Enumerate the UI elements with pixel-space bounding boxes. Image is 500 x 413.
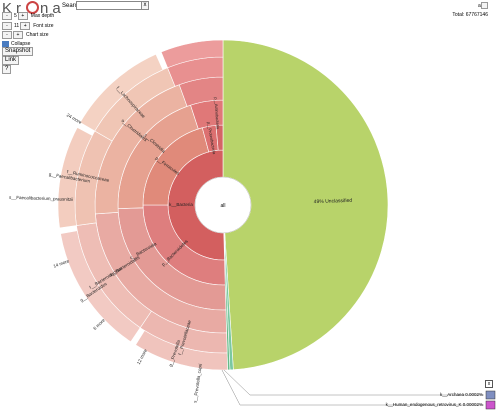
f-prausnitzii-label: s__Faecalibacterium_prausnitzii xyxy=(9,195,73,202)
chart-decrease-button[interactable]: - xyxy=(2,31,12,39)
proteobacteria-label: p__Proteobacteria xyxy=(206,121,217,155)
search-clear-button[interactable]: x xyxy=(141,1,149,10)
font-size-control: - 11 + Font size xyxy=(2,22,54,30)
help-button[interactable]: ? xyxy=(2,65,12,74)
faecalibacterium-ring[interactable] xyxy=(57,127,93,229)
font-increase-button[interactable]: + xyxy=(20,22,31,30)
snapshot-button[interactable]: Snapshot xyxy=(2,47,34,56)
search-label: Search: xyxy=(62,3,83,9)
collapse-label: Collapse xyxy=(11,41,31,47)
actinobacteria-label: p__Actinobacteria xyxy=(213,97,220,130)
logo-ring-icon xyxy=(26,1,39,14)
chart-label: Chart size xyxy=(26,32,49,38)
chart-size-control: - + Chart size xyxy=(2,31,49,39)
lachno-genus-ring[interactable] xyxy=(79,53,164,132)
key-archaea-swatch[interactable] xyxy=(485,390,496,400)
depth-increase-button[interactable]: + xyxy=(17,12,28,20)
bacteroides-ring[interactable] xyxy=(60,230,141,343)
chart-increase-button[interactable]: + xyxy=(13,31,23,39)
more-14-label: 14 more xyxy=(53,258,71,269)
depth-decrease-button[interactable]: - xyxy=(2,12,12,20)
font-decrease-button[interactable]: - xyxy=(2,22,12,30)
hud-all-label: all xyxy=(478,3,483,9)
more-24-label: 24 more xyxy=(66,112,83,125)
logo-text-right: na xyxy=(40,0,65,17)
font-label: Font size xyxy=(33,23,54,29)
depth-value: 5 xyxy=(14,13,17,19)
center-label: all xyxy=(220,203,225,209)
key-archaea-label: k__Archaea 0.0002% xyxy=(440,392,483,397)
human-key-line xyxy=(221,369,241,406)
key-human-label: k__Human_endogenous_retrovirus_K 0.00002… xyxy=(386,402,483,407)
link-button[interactable]: Link xyxy=(2,56,20,65)
archaea-key-line xyxy=(223,369,251,396)
prevotella-ring[interactable] xyxy=(135,330,228,371)
max-depth-control: - 5 + Max depth xyxy=(2,12,54,20)
center-hole[interactable] xyxy=(194,176,252,234)
other-genus-ring[interactable] xyxy=(160,39,224,69)
more-12-label: 12 more xyxy=(136,348,148,365)
prevotella-copri-label: s__Prevotella_copri xyxy=(192,363,202,403)
key-human-swatch[interactable] xyxy=(485,400,496,410)
key-close-button[interactable]: x xyxy=(485,380,493,388)
hud-details-toggle[interactable] xyxy=(481,2,488,9)
bacteria-label: k__Bacteria xyxy=(169,202,193,207)
font-value: 11 xyxy=(14,23,20,29)
depth-label: Max depth xyxy=(30,13,55,19)
total-count: Total: 67767146 xyxy=(452,12,488,18)
unclassified-label: 49% Unclassified xyxy=(314,198,353,205)
